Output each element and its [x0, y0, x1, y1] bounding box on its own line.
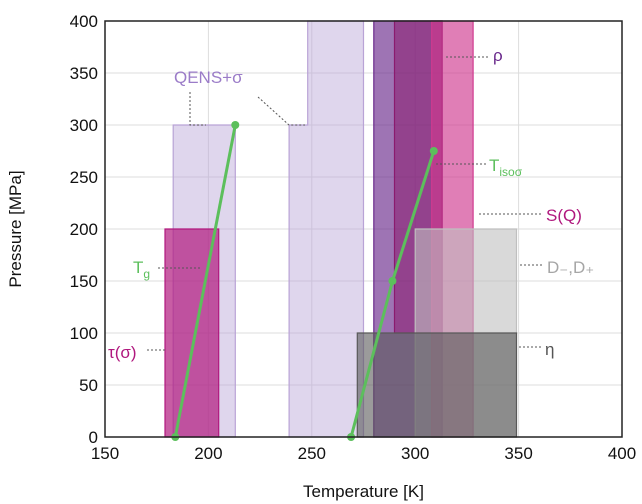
x-tick-label: 350: [504, 444, 532, 463]
region-item: [356, 332, 518, 438]
y-tick-label: 50: [79, 376, 98, 395]
leader-line: [257, 96, 305, 126]
y-tick-label: 0: [89, 428, 98, 447]
series-lines: [171, 121, 438, 441]
annotation-item: η: [545, 340, 554, 359]
line-tg: [173, 124, 237, 438]
annotations: QENS+σ ρ S(Q) D₋,D₊ η τ(σ) Tg Tisoσ: [108, 46, 594, 362]
x-axis-label: Temperature [K]: [303, 482, 424, 501]
y-tick-label: 100: [70, 324, 98, 343]
y-axis-label: Pressure [MPa]: [6, 170, 25, 287]
annotation-d-d: D₋,D₊: [547, 258, 594, 277]
leader-line: [189, 92, 206, 126]
axis-ticks: 150 200 250 300 350 400 0 50 100 150 200 250 300 350 4…: [70, 12, 637, 463]
y-tick-label: 200: [70, 220, 98, 239]
x-tick-label: 150: [91, 444, 119, 463]
x-tick-label: 400: [608, 444, 636, 463]
point-tiso: [429, 147, 438, 155]
annotation-tg: Tg: [133, 258, 150, 281]
annotation-tiso: Tisoσ: [489, 156, 523, 179]
y-tick-label: 250: [70, 168, 98, 187]
point-tiso: [388, 277, 397, 285]
x-tick-label: 200: [194, 444, 222, 463]
x-tick-label: 300: [401, 444, 429, 463]
annotation-qens: QENS+σ: [174, 68, 243, 87]
y-tick-label: 150: [70, 272, 98, 291]
point-tg: [231, 121, 240, 129]
annotation-item: ρ: [493, 46, 503, 65]
x-tick-label: 250: [298, 444, 326, 463]
y-tick-label: 300: [70, 116, 98, 135]
annotation-s-q: S(Q): [546, 206, 582, 225]
y-tick-label: 350: [70, 64, 98, 83]
y-tick-label: 400: [70, 12, 98, 31]
plot-frame: [104, 20, 623, 438]
region-qens: [288, 20, 365, 438]
annotation-item: τ(σ): [108, 343, 137, 362]
